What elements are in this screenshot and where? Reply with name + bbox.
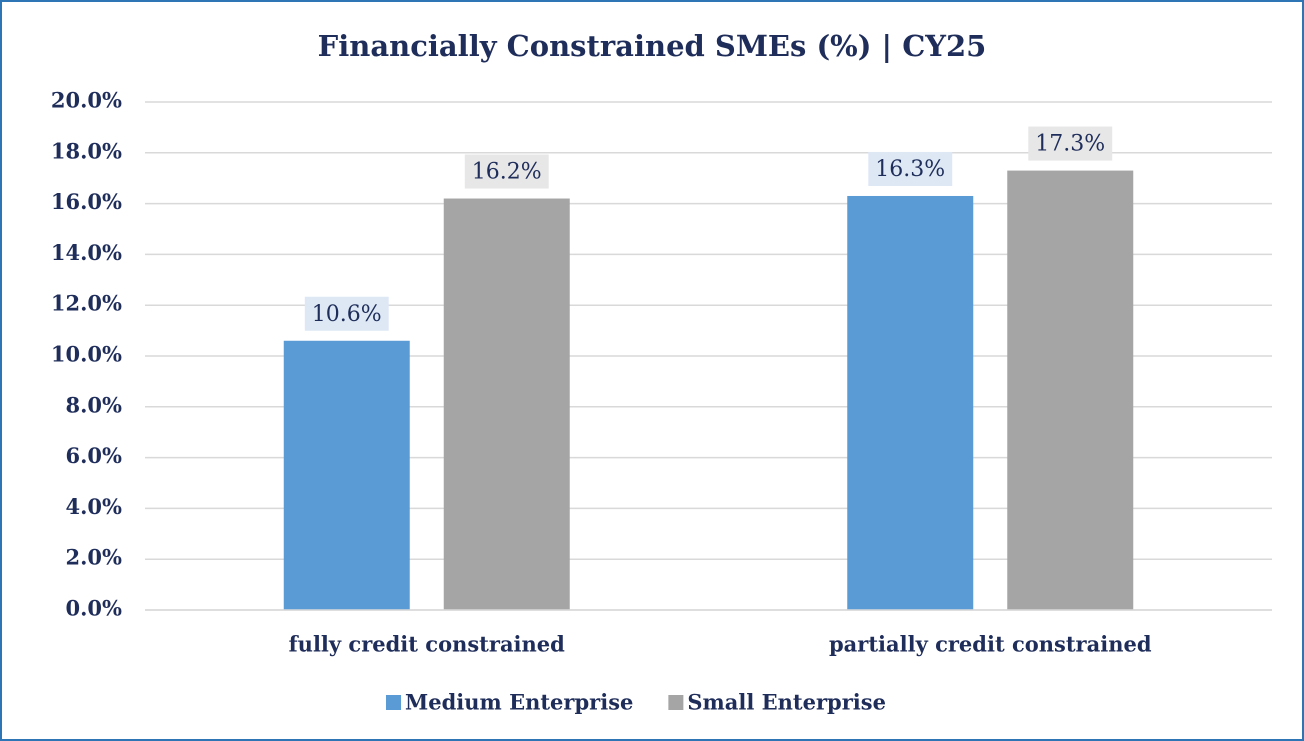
legend-label: Small Enterprise [687, 690, 886, 715]
y-tick-label: 16.0% [51, 189, 122, 214]
bar [283, 340, 410, 610]
legend-swatch [386, 695, 401, 710]
value-label: 17.3% [1035, 132, 1105, 157]
value-label-box [304, 296, 389, 331]
y-tick-label: 8.0% [66, 392, 123, 417]
bar [847, 195, 974, 611]
value-label-box [464, 154, 549, 189]
y-tick-label: 14.0% [51, 240, 122, 265]
y-tick-label: 18.0% [51, 138, 122, 163]
value-label: 16.2% [472, 160, 542, 185]
value-label-box [1028, 126, 1113, 161]
value-label-box [868, 151, 953, 186]
bar [1007, 170, 1134, 610]
x-tick-label: fully credit constrained [289, 632, 566, 657]
y-tick-label: 2.0% [66, 545, 123, 570]
value-label: 10.6% [312, 302, 382, 327]
value-label: 16.3% [875, 157, 945, 182]
chart-title: Financially Constrained SMEs (%) | CY25 [318, 29, 987, 63]
y-tick-label: 4.0% [66, 494, 123, 519]
y-tick-label: 6.0% [66, 443, 123, 468]
y-tick-label: 20.0% [51, 88, 122, 113]
bar [443, 198, 570, 610]
x-tick-label: partially credit constrained [829, 632, 1152, 657]
legend-swatch [668, 695, 684, 710]
y-tick-label: 12.0% [51, 291, 122, 316]
y-tick-label: 0.0% [66, 596, 123, 621]
y-tick-label: 10.0% [51, 342, 122, 367]
legend-label: Medium Enterprise [405, 690, 633, 715]
